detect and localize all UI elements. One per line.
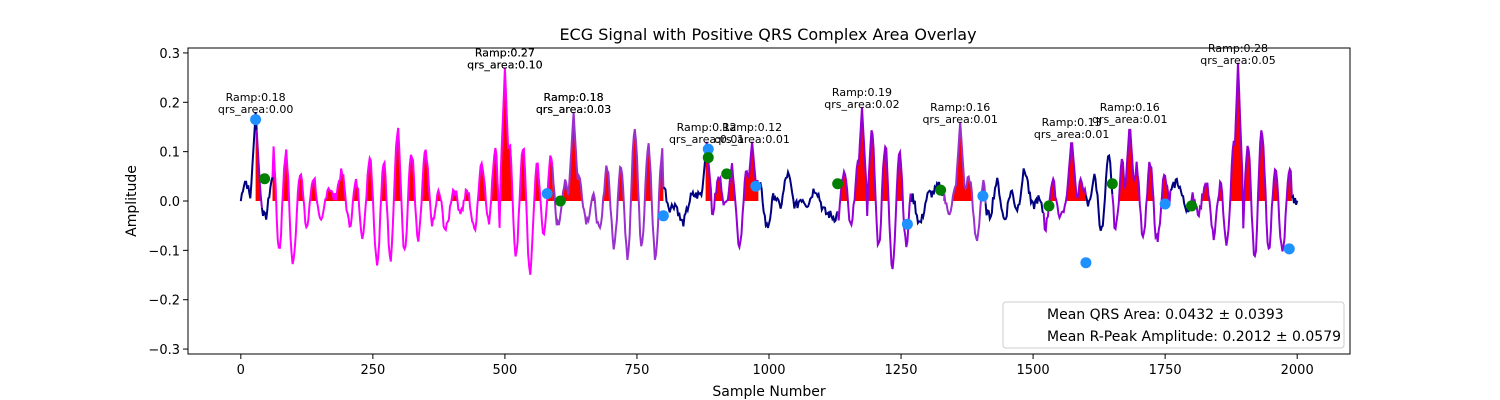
y-tick-label: −0.1	[148, 244, 180, 259]
qrs-area-annotation: qrs_area:0.03	[536, 103, 611, 116]
r-peak-marker	[977, 190, 989, 202]
ecg-signal-segment	[757, 168, 839, 229]
ecg-signal-segment	[260, 176, 274, 220]
qrs-area-annotation: qrs_area:0.01	[714, 133, 789, 146]
ramp-annotation: Ramp:0.12	[722, 121, 782, 134]
onset-marker	[259, 173, 271, 185]
y-tick-label: −0.3	[148, 343, 180, 358]
r-peak-marker	[250, 114, 262, 126]
r-peak-marker	[657, 210, 669, 222]
ecg-signal-segment	[910, 180, 944, 226]
ecg-signal-segment	[271, 67, 554, 275]
x-tick-label: 2000	[1281, 363, 1314, 378]
qrs-area-annotation: qrs_area:0.03	[536, 103, 611, 116]
qrs-area-fill	[255, 112, 263, 201]
qrs-area-fill	[1112, 129, 1171, 201]
qrs-area-annotation: qrs_area:0.01	[1034, 128, 1109, 141]
y-axis-label: Amplitude	[124, 165, 140, 237]
onset-marker	[554, 195, 566, 207]
onset-marker	[721, 168, 733, 180]
onset-marker	[935, 184, 947, 196]
legend: Mean QRS Area: 0.0432 ± 0.0393 Mean R-Pe…	[1002, 301, 1345, 349]
legend-box	[1002, 301, 1345, 349]
y-tick-label: 0.3	[159, 47, 180, 62]
ecg-signal-segment	[836, 107, 913, 270]
ramp-annotation: Ramp:0.27	[475, 47, 535, 60]
y-tick-label: 0.2	[159, 96, 180, 111]
qrs-area-fill	[552, 112, 664, 201]
ramp-annotation: Ramp:0.27	[475, 47, 535, 60]
ramp-annotation: Ramp:0.12	[677, 121, 737, 134]
onset-marker	[1186, 200, 1198, 212]
qrs-area-annotation: qrs_area:0.01	[1092, 113, 1167, 126]
r-peak-marker	[1080, 257, 1092, 269]
qrs-area-annotation: qrs_area:0.02	[824, 98, 899, 111]
qrs-area-annotation: qrs_area:0.00	[218, 103, 293, 116]
x-tick-label: 0	[237, 363, 245, 378]
axis-ticks: 0 250 500 750 1000 1250 1500 1750 2000 −0.3 −0.2 −0…	[148, 47, 1313, 378]
peak-markers	[250, 114, 1295, 269]
ecg-signal-segment	[1169, 177, 1193, 215]
ecg-signal-segment	[239, 112, 258, 202]
ecg-signal-segment	[1084, 153, 1114, 231]
ramp-annotation: Ramp:0.13	[1042, 116, 1102, 129]
qrs-area-annotation: qrs_area:0.01	[669, 133, 744, 146]
onset-marker	[1043, 200, 1055, 212]
legend-entry-mean-qrs-area: Mean QRS Area: 0.0432 ± 0.0393	[1047, 307, 1284, 323]
x-axis-label: Sample Number	[712, 384, 825, 400]
ecg-signal-segment	[704, 141, 760, 251]
ramp-annotation: Ramp:0.28	[1208, 42, 1268, 55]
r-peak-marker	[541, 188, 553, 200]
qrs-area-annotation: qrs_area:0.10	[467, 59, 542, 72]
y-tick-label: 0.1	[159, 146, 180, 161]
r-peak-marker	[901, 218, 913, 230]
plot-area	[239, 62, 1299, 275]
ecg-signal-segment	[1291, 193, 1299, 205]
r-peak-marker	[702, 143, 714, 155]
onset-marker	[1106, 178, 1118, 190]
annotations: Ramp:0.18qrs_area:0.00Ramp:0.27qrs_area:…	[218, 42, 1276, 146]
x-tick-label: 1750	[1149, 363, 1182, 378]
x-tick-label: 1250	[884, 363, 917, 378]
qrs-area-annotation: qrs_area:0.01	[922, 113, 997, 126]
y-tick-label: 0.0	[159, 195, 180, 210]
chart-title: ECG Signal with Positive QRS Complex Are…	[559, 25, 976, 44]
ramp-annotation: Ramp:0.18	[226, 91, 286, 104]
ramp-annotation: Ramp:0.18	[544, 91, 604, 104]
ramp-annotation: Ramp:0.18	[544, 91, 604, 104]
ramp-annotation: Ramp:0.16	[930, 101, 990, 114]
ecg-signal-segment	[662, 153, 707, 227]
ecg-signal-segment	[1190, 62, 1293, 259]
legend-entry-mean-r-peak-amplitude: Mean R-Peak Amplitude: 0.2012 ± 0.0579	[1047, 329, 1341, 345]
x-tick-label: 250	[360, 363, 385, 378]
x-tick-label: 1500	[1017, 363, 1050, 378]
x-tick-label: 750	[625, 363, 650, 378]
ecg-signal-segment	[984, 168, 1045, 223]
onset-marker	[832, 178, 844, 190]
onset-marker	[702, 152, 714, 164]
ecg-signal-segment	[943, 121, 987, 242]
y-tick-label: −0.2	[148, 294, 180, 309]
ecg-signal-segment	[1042, 142, 1087, 234]
ramp-annotation: Ramp:0.19	[832, 86, 892, 99]
r-peak-marker	[1159, 198, 1171, 210]
ecg-signal-segment	[551, 112, 665, 261]
x-tick-label: 500	[492, 363, 517, 378]
x-tick-label: 1000	[752, 363, 785, 378]
qrs-area-annotation: qrs_area:0.10	[467, 59, 542, 72]
ramp-annotation: Ramp:0.16	[1100, 101, 1160, 114]
r-peak-marker	[750, 180, 762, 192]
ecg-signal-segment	[1111, 128, 1172, 243]
r-peak-marker	[1283, 243, 1295, 255]
ecg-signal-segment	[255, 129, 263, 208]
qrs-area-annotation: qrs_area:0.05	[1200, 54, 1275, 67]
